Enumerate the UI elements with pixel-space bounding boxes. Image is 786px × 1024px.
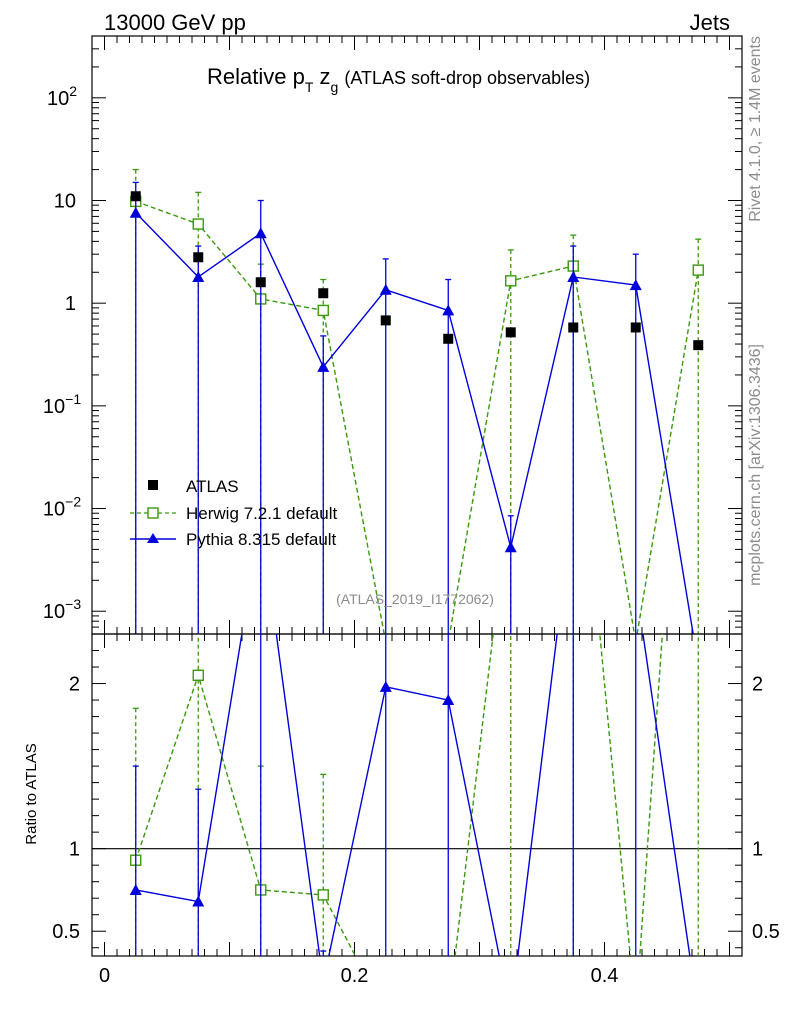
atlas-point	[318, 288, 329, 299]
ratio-data	[129, 117, 704, 1019]
y-tick-base: 10	[43, 396, 65, 418]
x-tick-label: 0.2	[341, 965, 369, 987]
herwig-point	[505, 275, 517, 287]
legend-label-pythia: Pythia 8.315 default	[186, 530, 337, 549]
ratio-y-ticks: 0.5 0.5 1 1 2 2	[52, 633, 780, 949]
legend-marker-pythia	[147, 533, 159, 543]
atlas-point	[193, 252, 204, 263]
herwig-point	[443, 1009, 453, 1019]
herwig-point	[192, 669, 204, 681]
y-tick-exponent: −3	[65, 596, 81, 612]
atlas-point	[255, 277, 266, 288]
x-tick-label: 0.4	[591, 965, 619, 987]
title-rest: (ATLAS soft-drop observables)	[344, 68, 590, 88]
y-tick-label: 102	[47, 83, 77, 110]
y-tick-base: 1	[65, 293, 76, 315]
pythia-line	[135, 212, 694, 634]
y-tick-exponent: −2	[65, 494, 81, 510]
legend-marker-herwig	[147, 507, 159, 519]
rivet-label: Rivet 4.1.0, ≥ 1.4M events	[747, 36, 764, 222]
atlas-point	[443, 333, 454, 344]
title-sub-main: T	[305, 79, 314, 95]
ratio-x-ticks: 0 0.2 0.4	[99, 634, 730, 987]
y-tick-label-right: 0.5	[752, 921, 780, 943]
ratio-frame	[91, 633, 743, 957]
atlas-point	[505, 327, 516, 338]
herwig-point	[693, 117, 703, 127]
y-tick-label: 0.5	[52, 921, 80, 943]
herwig-point	[381, 1009, 391, 1019]
energy-label: 13000 GeV pp	[104, 10, 246, 35]
y-tick-label-right: 1	[752, 839, 763, 861]
y-tick-exponent: −1	[65, 391, 81, 407]
y-tick-label: 10−2	[43, 494, 81, 521]
analysis-watermark: (ATLAS_2019_I1772062)	[336, 591, 494, 607]
y-tick-base: 10	[47, 88, 69, 110]
pythia-point	[254, 227, 267, 239]
legend-marker-atlas	[148, 480, 158, 490]
atlas-point	[130, 191, 141, 202]
y-tick-label: 10−1	[43, 391, 81, 418]
main-data	[129, 168, 704, 634]
legend-item-herwig: Herwig 7.2.1 default	[130, 504, 337, 523]
y-tick-label: 1	[65, 293, 76, 315]
herwig-point	[192, 218, 204, 230]
title-main: Relative p	[207, 64, 305, 89]
pythia-point	[442, 304, 455, 316]
process-label: Jets	[690, 10, 730, 35]
title-mid: z	[313, 64, 330, 89]
herwig-point	[631, 1009, 641, 1019]
legend: ATLAS Herwig 7.2.1 default Pythia 8.315 …	[130, 477, 337, 549]
pythia-point	[192, 895, 205, 907]
pythia-line	[135, 634, 691, 956]
atlas-point	[568, 322, 579, 333]
pythia-point	[692, 1008, 704, 1019]
atlas-point	[630, 322, 641, 333]
herwig-point	[317, 304, 329, 317]
y-tick-label: 1	[69, 839, 80, 861]
pythia-point	[129, 883, 142, 895]
y-tick-label-right: 2	[752, 674, 763, 696]
pythia-point	[192, 270, 205, 282]
y-tick-label: 10−3	[43, 596, 81, 623]
pythia-point	[379, 680, 392, 692]
legend-item-pythia: Pythia 8.315 default	[130, 530, 337, 549]
pythia-point	[504, 541, 517, 553]
mcplots-label: mcplots.cern.ch [arXiv:1306.3436]	[747, 344, 764, 586]
legend-item-atlas: ATLAS	[148, 477, 239, 496]
pythia-point	[505, 1008, 517, 1019]
y-tick-label: 2	[69, 674, 80, 696]
pythia-point	[567, 270, 580, 282]
pythia-point	[317, 360, 330, 372]
title-sub-mid: g	[331, 79, 339, 95]
y-tick-base: 10	[43, 601, 65, 623]
x-tick-label: 0	[99, 965, 110, 987]
pythia-point	[317, 976, 329, 987]
atlas-point	[380, 315, 391, 326]
herwig-point	[692, 264, 704, 276]
atlas-point	[693, 340, 704, 351]
pythia-point	[129, 206, 142, 218]
ratio-y-axis-label: Ratio to ATLAS	[23, 743, 40, 844]
legend-label-herwig: Herwig 7.2.1 default	[186, 504, 337, 523]
herwig-line	[135, 634, 664, 956]
y-tick-base: 10	[43, 499, 65, 521]
y-tick-exponent: 2	[69, 83, 77, 99]
pythia-point	[629, 279, 642, 291]
herwig-point	[317, 889, 329, 901]
pythia-point	[379, 283, 392, 295]
legend-label-atlas: ATLAS	[186, 477, 239, 496]
pythia-point	[442, 694, 455, 706]
y-tick-label: 10	[54, 190, 76, 212]
herwig-line	[135, 200, 699, 634]
plot-title: Relative pT zg (ATLAS soft-drop observabl…	[207, 64, 590, 95]
ratio-panel: 0.5 0.5 1 1 2 2 0 0.2 0.4 Ratio to ATLAS	[23, 117, 780, 1019]
y-tick-base: 10	[54, 190, 76, 212]
main-x-ticks	[104, 36, 730, 634]
